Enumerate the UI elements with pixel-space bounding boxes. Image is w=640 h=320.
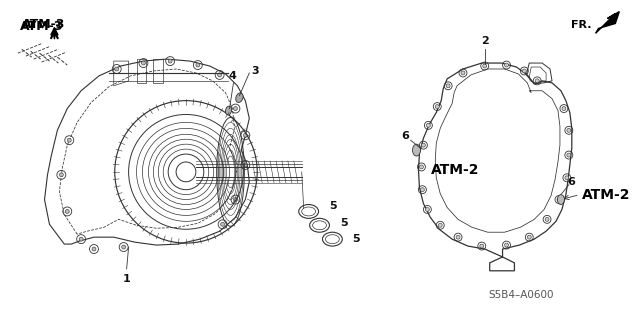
Circle shape [567,153,571,157]
Circle shape [92,247,96,251]
Circle shape [221,222,225,226]
Circle shape [522,69,526,73]
Circle shape [141,61,145,65]
Polygon shape [596,12,620,33]
Text: 3: 3 [252,66,259,76]
Text: 1: 1 [123,274,131,284]
Circle shape [122,245,125,249]
Circle shape [535,79,539,83]
Circle shape [480,244,484,248]
Circle shape [115,67,118,71]
Circle shape [438,223,442,227]
Text: ATM-3: ATM-3 [20,20,63,33]
Circle shape [426,124,430,127]
Circle shape [243,133,247,137]
Ellipse shape [557,195,564,204]
Circle shape [461,71,465,75]
Ellipse shape [413,144,420,156]
Circle shape [234,197,237,202]
Circle shape [421,143,426,147]
Circle shape [196,63,200,67]
Text: 5: 5 [352,234,360,244]
Circle shape [446,84,450,88]
Circle shape [483,64,487,68]
Circle shape [527,235,531,239]
Ellipse shape [236,93,243,102]
Text: 5: 5 [340,218,348,228]
Circle shape [60,173,63,177]
Circle shape [435,105,439,108]
Circle shape [419,165,424,169]
Circle shape [243,163,247,167]
Circle shape [565,176,569,180]
Text: 5: 5 [330,202,337,212]
Circle shape [65,210,69,213]
Circle shape [545,217,549,221]
Circle shape [426,207,429,212]
Text: 6: 6 [567,177,575,187]
Ellipse shape [225,106,232,115]
Text: 4: 4 [228,71,236,81]
Text: ATM-2: ATM-2 [431,163,480,177]
Circle shape [504,63,509,67]
Circle shape [234,107,237,110]
Circle shape [557,197,561,202]
Text: 6: 6 [402,131,410,141]
Circle shape [79,237,83,241]
Text: ATM-2: ATM-2 [582,188,630,202]
Circle shape [504,243,509,247]
Circle shape [67,138,71,142]
Circle shape [168,59,172,63]
Text: 2: 2 [481,36,488,46]
Circle shape [562,107,566,110]
Circle shape [456,235,460,239]
Circle shape [567,128,571,132]
Text: FR.: FR. [571,20,591,29]
Text: S5B4–A0600: S5B4–A0600 [488,291,554,300]
Circle shape [218,73,221,77]
Circle shape [420,188,424,192]
Text: ATM-3: ATM-3 [22,18,65,30]
